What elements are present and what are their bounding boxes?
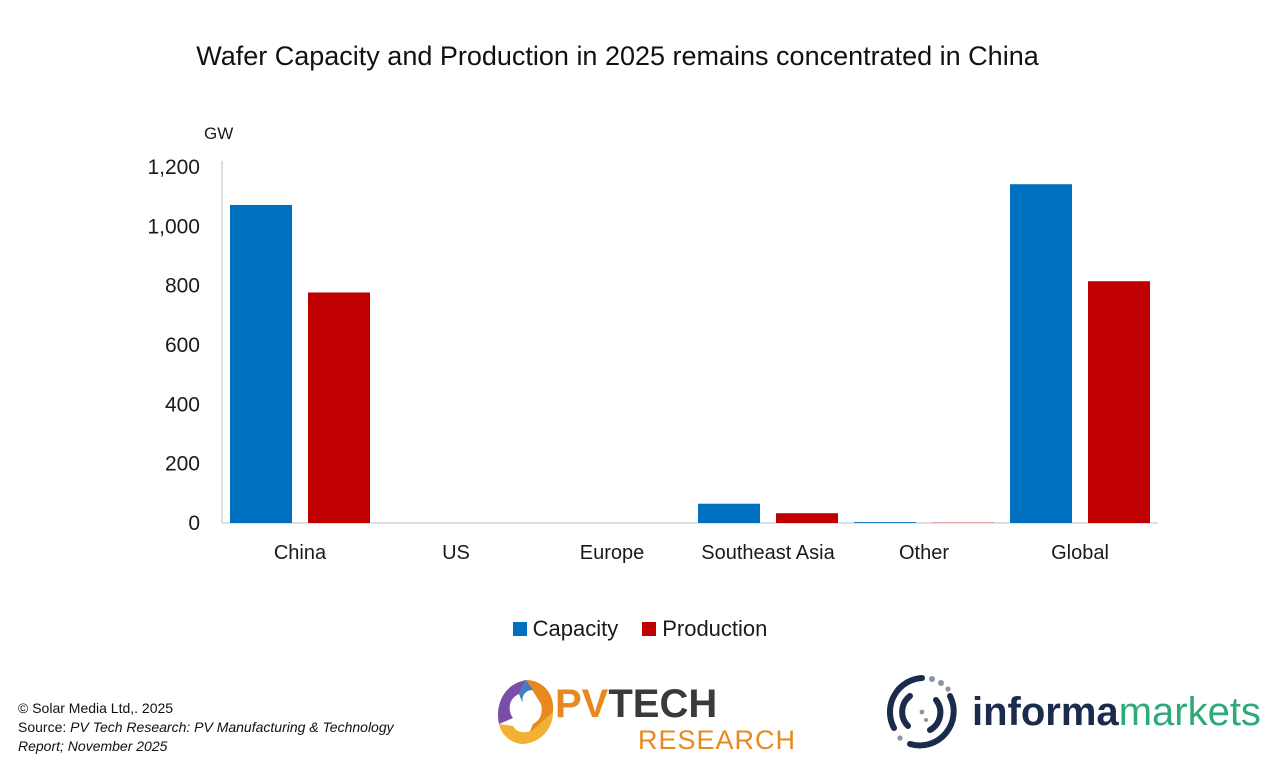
x-tick-label: Other	[899, 542, 949, 564]
x-tick-label: Southeast Asia	[701, 542, 835, 564]
x-axis: China US Europe Southeast Asia Other Global	[222, 522, 1158, 564]
x-tick-label: Europe	[580, 542, 645, 564]
informa-logo-markets: markets	[1118, 690, 1261, 734]
legend-swatch-capacity	[512, 622, 527, 636]
pvtech-logo-research: RESEARCH	[638, 725, 797, 755]
bar-capacity	[230, 204, 292, 523]
x-tick-label: Global	[1051, 542, 1109, 564]
bar-chart: GW 0 200 400 600 800 1,000 1,200 China US Europe S…	[147, 124, 1158, 564]
y-tick-label: 1,200	[147, 156, 200, 179]
y-axis-unit-label: GW	[204, 124, 233, 143]
source-text: Source: PV Tech Research: PV Manufacturi…	[18, 718, 418, 756]
bars	[230, 184, 1150, 523]
bar-capacity	[854, 522, 916, 523]
y-axis: GW 0 200 400 600 800 1,000 1,200	[147, 124, 233, 535]
x-tick-label: China	[274, 542, 327, 564]
bar-production	[776, 513, 838, 523]
informa-logo-informa: informa	[972, 690, 1119, 734]
informa-markets-logo: informamarkets	[880, 668, 1261, 758]
x-tick-label: US	[442, 542, 470, 564]
legend-swatch-production	[642, 622, 657, 636]
bar-capacity	[698, 503, 760, 523]
chart-legend: Capacity Production	[0, 616, 1280, 642]
legend-item-capacity: Capacity	[512, 616, 619, 642]
legend-item-production: Production	[642, 616, 767, 642]
chart-title: Wafer Capacity and Production in 2025 re…	[196, 41, 1039, 71]
informa-rings-icon	[887, 675, 957, 749]
y-tick-label: 800	[165, 275, 200, 298]
y-tick-label: 200	[165, 453, 200, 476]
legend-label-production: Production	[662, 616, 768, 641]
y-tick-label: 400	[165, 393, 200, 416]
y-tick-label: 600	[165, 334, 200, 357]
legend-label-capacity: Capacity	[532, 616, 619, 641]
source-prefix: Source:	[18, 719, 71, 735]
bar-production	[1088, 281, 1150, 523]
pvtech-swirl-icon	[497, 680, 554, 744]
pvtech-research-logo: PVTECH RESEARCH	[495, 670, 795, 756]
y-tick-label: 1,000	[147, 215, 200, 238]
copyright-text: © Solar Media Ltd,. 2025	[18, 700, 174, 716]
y-tick-label: 0	[188, 512, 200, 535]
bar-production	[308, 292, 370, 523]
pvtech-logo-tech: TECH	[608, 682, 718, 726]
pvtech-logo-pv: PV	[555, 682, 609, 726]
footer-source: © Solar Media Ltd,. 2025 Source: PV Tech…	[18, 699, 418, 756]
source-title: PV Tech Research: PV Manufacturing & Tec…	[18, 719, 394, 754]
bar-capacity	[1010, 184, 1072, 523]
